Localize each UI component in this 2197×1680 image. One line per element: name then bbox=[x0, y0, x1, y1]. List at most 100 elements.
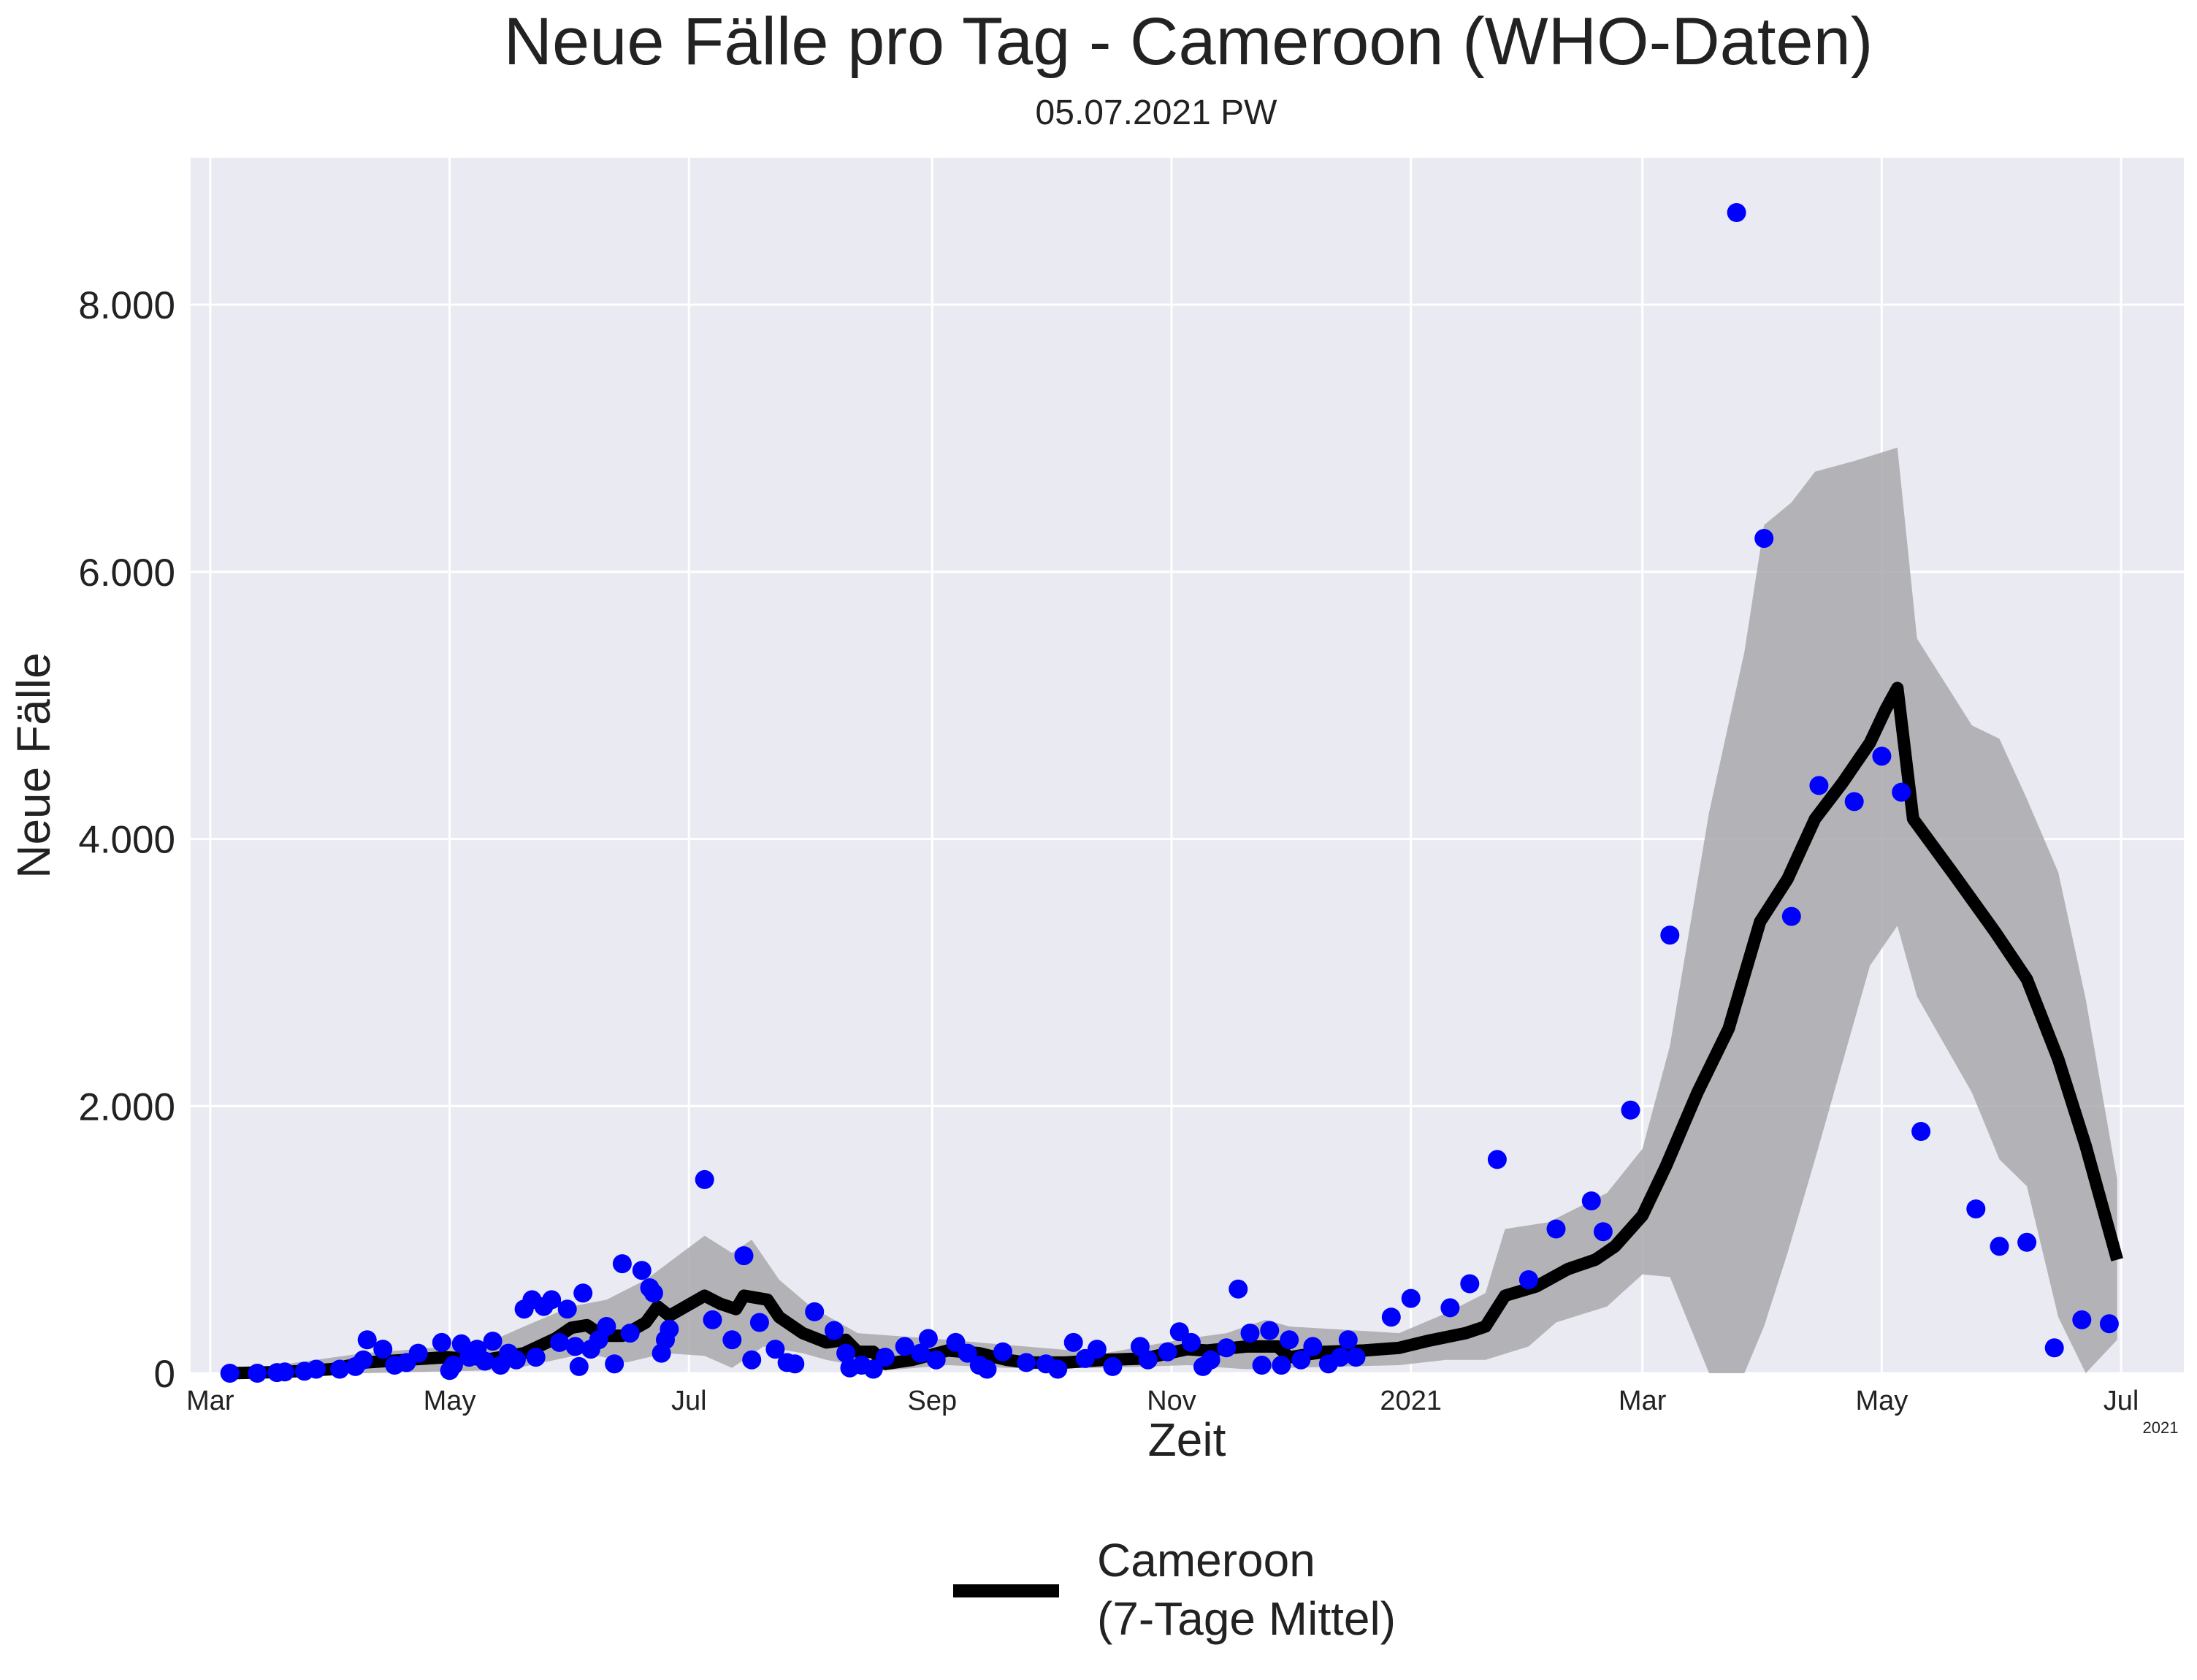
y-tick-label: 0 bbox=[154, 1353, 175, 1396]
data-point bbox=[1660, 925, 1680, 945]
data-point bbox=[2044, 1338, 2064, 1358]
x-offset-label: 2021 bbox=[2143, 1419, 2179, 1437]
legend-label-line1: Cameroon bbox=[1097, 1534, 1315, 1587]
data-point bbox=[875, 1348, 895, 1367]
data-point bbox=[1229, 1279, 1248, 1299]
data-point bbox=[1440, 1298, 1460, 1318]
data-point bbox=[220, 1364, 240, 1383]
data-point bbox=[275, 1362, 294, 1382]
band-layer bbox=[229, 447, 2117, 1373]
data-point bbox=[1303, 1337, 1323, 1356]
x-tick-label: Jul bbox=[2104, 1386, 2139, 1416]
data-point bbox=[1158, 1342, 1177, 1362]
moving-average-line bbox=[229, 681, 2123, 1380]
x-tick-label: 2021 bbox=[1380, 1386, 1442, 1416]
data-point bbox=[926, 1350, 946, 1370]
chart-title: Neue Fälle pro Tag - Cameroon (WHO-Daten… bbox=[504, 4, 1873, 79]
data-point bbox=[1201, 1350, 1220, 1370]
data-point bbox=[565, 1337, 585, 1356]
data-point bbox=[330, 1359, 350, 1379]
x-tick-label: May bbox=[424, 1386, 476, 1416]
data-point bbox=[620, 1324, 640, 1343]
data-point bbox=[1727, 203, 1746, 222]
legend-label-line2: (7-Tage Mittel) bbox=[1097, 1592, 1396, 1645]
chart-subtitle: 05.07.2021 PW bbox=[1036, 93, 1278, 132]
data-point bbox=[597, 1317, 616, 1336]
data-point bbox=[825, 1321, 844, 1340]
point-layer bbox=[220, 203, 2119, 1383]
data-point bbox=[1872, 747, 1892, 766]
data-point bbox=[785, 1354, 805, 1374]
data-point bbox=[695, 1169, 714, 1189]
legend: Cameroon (7-Tage Mittel) bbox=[953, 1534, 1396, 1645]
x-axis-label: Zeit bbox=[1148, 1413, 1226, 1466]
x-tick-label: Sep bbox=[908, 1386, 958, 1416]
data-point bbox=[734, 1246, 754, 1266]
data-point bbox=[958, 1343, 977, 1363]
y-tick-label: 6.000 bbox=[78, 551, 175, 595]
data-point bbox=[863, 1359, 883, 1379]
data-point bbox=[1911, 1122, 1931, 1141]
data-point bbox=[1593, 1222, 1613, 1242]
data-point bbox=[1809, 776, 1829, 795]
data-point bbox=[306, 1359, 326, 1379]
data-point bbox=[550, 1332, 569, 1352]
x-tick-label: Nov bbox=[1147, 1386, 1196, 1416]
data-point bbox=[703, 1310, 722, 1329]
confidence-band bbox=[229, 447, 2117, 1373]
data-point bbox=[1338, 1330, 1358, 1350]
line-layer bbox=[229, 681, 2123, 1380]
data-point bbox=[1487, 1150, 1507, 1169]
data-point bbox=[765, 1340, 785, 1359]
data-point bbox=[354, 1350, 373, 1370]
data-point bbox=[1892, 782, 1911, 802]
data-point bbox=[1401, 1288, 1421, 1308]
data-point bbox=[1546, 1219, 1566, 1239]
data-point bbox=[895, 1337, 914, 1356]
data-point bbox=[1581, 1191, 1601, 1211]
data-point bbox=[805, 1302, 825, 1321]
y-axis-label: Neue Fälle bbox=[7, 652, 60, 879]
data-point bbox=[1990, 1237, 2009, 1256]
x-tick-label: May bbox=[1855, 1386, 1908, 1416]
data-point bbox=[1048, 1359, 1068, 1379]
data-point bbox=[1017, 1353, 1036, 1372]
data-point bbox=[643, 1283, 663, 1303]
data-point bbox=[526, 1348, 546, 1367]
tick-layer: 0 2.000 4.000 6.000 8.000 Mar May Jul Sep Nov 2021… bbox=[78, 284, 2139, 1416]
data-point bbox=[2099, 1314, 2119, 1334]
data-point bbox=[1217, 1338, 1237, 1358]
data-point bbox=[1063, 1332, 1083, 1352]
x-tick-label: Mar bbox=[1619, 1386, 1667, 1416]
data-point bbox=[506, 1350, 526, 1370]
data-point bbox=[1272, 1356, 1291, 1375]
data-point bbox=[1621, 1100, 1640, 1120]
data-point bbox=[1331, 1348, 1350, 1367]
data-point bbox=[911, 1343, 931, 1363]
data-point bbox=[993, 1342, 1012, 1362]
data-point bbox=[749, 1313, 769, 1332]
data-point bbox=[1291, 1350, 1311, 1370]
data-point bbox=[660, 1319, 679, 1339]
x-tick-label: Mar bbox=[186, 1386, 234, 1416]
data-point bbox=[1754, 529, 1774, 549]
x-tick-label: Jul bbox=[671, 1386, 707, 1416]
data-point bbox=[1460, 1274, 1480, 1294]
data-point bbox=[918, 1329, 938, 1348]
data-point bbox=[1087, 1340, 1107, 1359]
data-point bbox=[1252, 1356, 1272, 1375]
data-point bbox=[836, 1343, 856, 1363]
data-point bbox=[357, 1330, 377, 1350]
data-point bbox=[605, 1354, 624, 1374]
data-point bbox=[632, 1261, 652, 1280]
data-point bbox=[1138, 1350, 1158, 1370]
data-point bbox=[373, 1340, 393, 1359]
data-point bbox=[475, 1351, 494, 1371]
data-point bbox=[612, 1254, 632, 1274]
data-point bbox=[1280, 1330, 1299, 1350]
data-point bbox=[1346, 1348, 1366, 1367]
y-tick-label: 8.000 bbox=[78, 284, 175, 327]
data-point bbox=[573, 1283, 593, 1303]
